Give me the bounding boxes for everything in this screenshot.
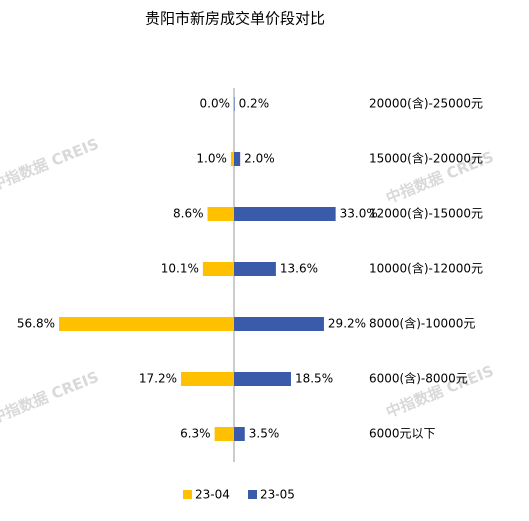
bar: [234, 372, 291, 386]
bar: [181, 372, 234, 386]
value-label: 8.6%: [173, 207, 204, 221]
value-label: 6.3%: [180, 427, 211, 441]
bar: [230, 152, 234, 166]
bar: [207, 207, 234, 221]
legend-swatch: [248, 490, 257, 499]
bar: [234, 262, 276, 276]
value-label: 13.6%: [280, 262, 318, 276]
value-label: 17.2%: [139, 372, 177, 386]
legend-label: 23-05: [260, 488, 295, 502]
category-label: 6000(含)-8000元: [369, 371, 468, 386]
bar: [234, 317, 324, 331]
value-label: 18.5%: [295, 372, 333, 386]
value-label: 1.0%: [196, 152, 227, 166]
category-label: 10000(含)-12000元: [369, 261, 483, 276]
bar: [234, 207, 336, 221]
value-label: 2.0%: [244, 152, 275, 166]
category-label: 6000元以下: [369, 427, 436, 441]
bar: [214, 427, 234, 441]
value-label: 56.8%: [17, 317, 55, 331]
value-label: 29.2%: [328, 317, 366, 331]
category-label: 12000(含)-15000元: [369, 206, 483, 221]
legend-swatch: [183, 490, 192, 499]
value-label: 0.0%: [200, 97, 231, 111]
watermark: 中指数据 CREIS: [0, 368, 101, 428]
category-label: 20000(含)-25000元: [369, 96, 483, 111]
value-label: 0.2%: [239, 97, 270, 111]
watermark: 中指数据 CREIS: [0, 135, 101, 195]
value-label: 10.1%: [161, 262, 199, 276]
value-label: 3.5%: [249, 427, 280, 441]
bar: [202, 262, 234, 276]
category-label: 15000(含)-20000元: [369, 151, 483, 166]
bar: [234, 152, 241, 166]
legend-label: 23-04: [195, 488, 230, 502]
value-label: 33.0%: [340, 207, 378, 221]
bar: [59, 317, 234, 331]
category-label: 8000(含)-10000元: [369, 316, 475, 331]
bar: [234, 97, 235, 111]
chart-title: 贵阳市新房成交单价段对比: [145, 10, 325, 28]
bar: [234, 427, 245, 441]
